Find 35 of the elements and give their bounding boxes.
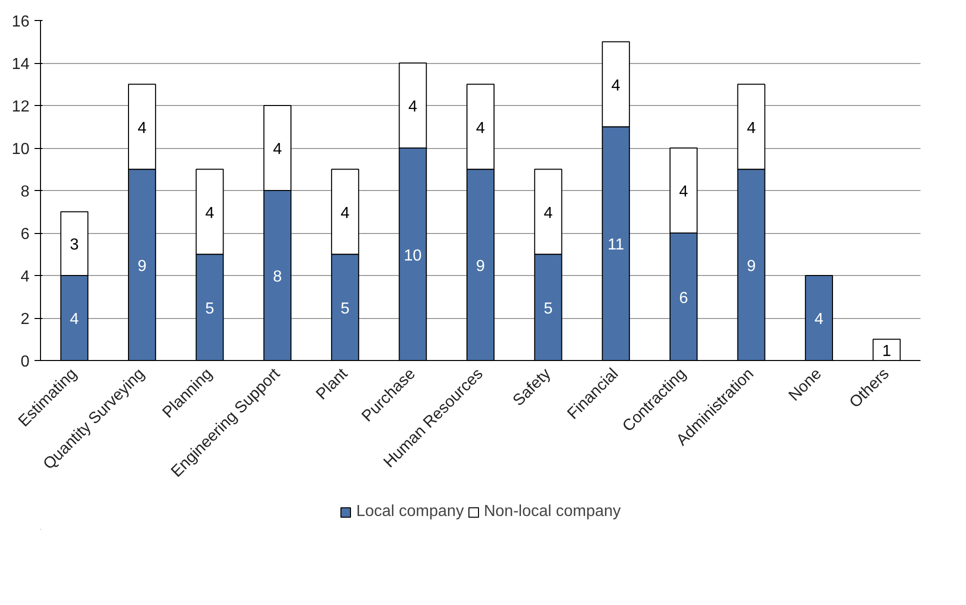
y-tick-label: 10	[12, 141, 30, 158]
y-tick-label: 0	[20, 354, 30, 370]
y-tick-label: 6	[20, 226, 30, 243]
data-label: 4	[408, 98, 418, 116]
legend-label: Local company	[356, 502, 464, 520]
data-label: 4	[611, 77, 620, 94]
data-label: 4	[544, 204, 553, 222]
y-tick-label: 12	[12, 98, 30, 116]
y-tick-label: 4	[20, 268, 30, 286]
data-label: 6	[679, 290, 688, 307]
data-label: 4	[70, 311, 79, 328]
y-tick-label: 16	[12, 14, 30, 30]
data-label: 4	[205, 204, 214, 222]
data-label: 5	[205, 300, 214, 318]
y-tick-label: 14	[12, 56, 30, 73]
data-label: 4	[272, 141, 282, 158]
data-label: 3	[70, 236, 79, 254]
data-label: 1	[882, 342, 892, 360]
y-tick-label: 8	[20, 184, 30, 200]
data-label: 9	[746, 258, 756, 275]
data-label: 5	[340, 300, 350, 318]
data-label: 4	[814, 311, 824, 328]
data-label: 8	[272, 268, 282, 286]
data-label: 11	[608, 236, 624, 254]
legend-label: Non-local company	[484, 502, 621, 520]
data-label: 9	[138, 258, 147, 275]
data-label: 10	[404, 247, 422, 264]
data-label: 4	[746, 120, 756, 137]
y-tick-label: 2	[20, 311, 30, 328]
data-label: 4	[138, 120, 147, 137]
data-label: 5	[544, 300, 553, 318]
data-label: 4	[340, 204, 350, 222]
data-label: 4	[476, 120, 486, 137]
data-label: 9	[476, 258, 486, 275]
data-label: 4	[679, 184, 688, 200]
